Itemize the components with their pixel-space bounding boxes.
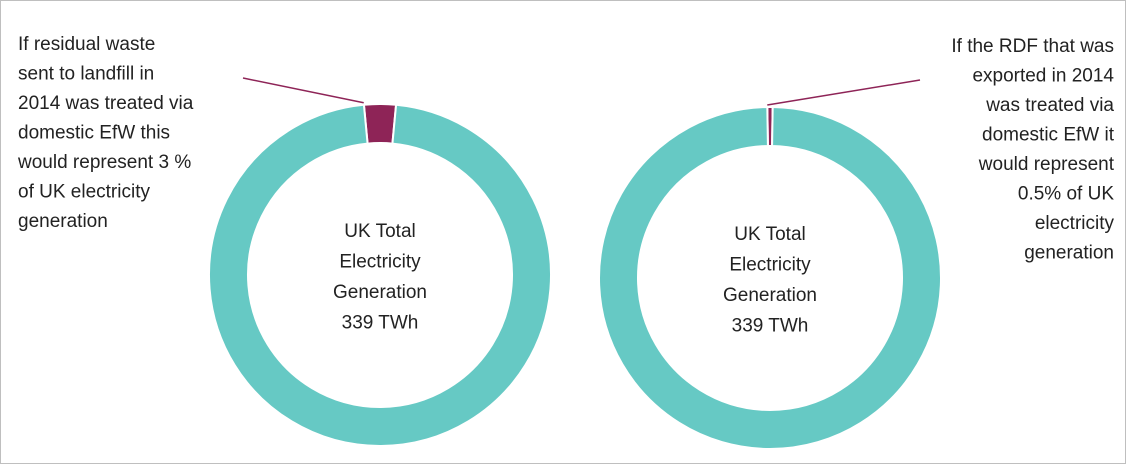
center-label: Generation [333, 282, 427, 303]
donut-slice [362, 103, 398, 145]
annotation: was treated via [985, 95, 1114, 116]
annotation: If residual waste [18, 34, 155, 55]
center-label: Electricity [339, 252, 421, 273]
annotation: generation [18, 211, 108, 232]
annotation: If the RDF that was [951, 36, 1114, 57]
annotation: sent to landfill in [18, 64, 154, 85]
center-label: 339 TWh [342, 313, 419, 334]
leader-line [767, 79, 921, 106]
center-label: Electricity [729, 255, 811, 276]
annotation: electricity [1035, 213, 1115, 234]
annotation: 0.5% of UK [1018, 184, 1114, 205]
annotation: exported in 2014 [972, 66, 1114, 87]
annotation: generation [1024, 243, 1114, 264]
leader-line [242, 77, 364, 104]
donut-slice [598, 106, 942, 450]
center-label: UK Total [734, 224, 805, 245]
center-label: 339 TWh [732, 316, 809, 337]
annotation: domestic EfW it [982, 125, 1115, 146]
center-label: Generation [723, 285, 817, 306]
center-label: UK Total [344, 221, 415, 242]
annotation: domestic EfW this [18, 123, 170, 144]
annotation: 2014 was treated via [18, 93, 194, 114]
annotation: would represent [978, 154, 1115, 175]
donut-slice [208, 103, 552, 447]
annotation: of UK electricity [18, 182, 150, 203]
annotation: would represent 3 % [17, 152, 191, 173]
